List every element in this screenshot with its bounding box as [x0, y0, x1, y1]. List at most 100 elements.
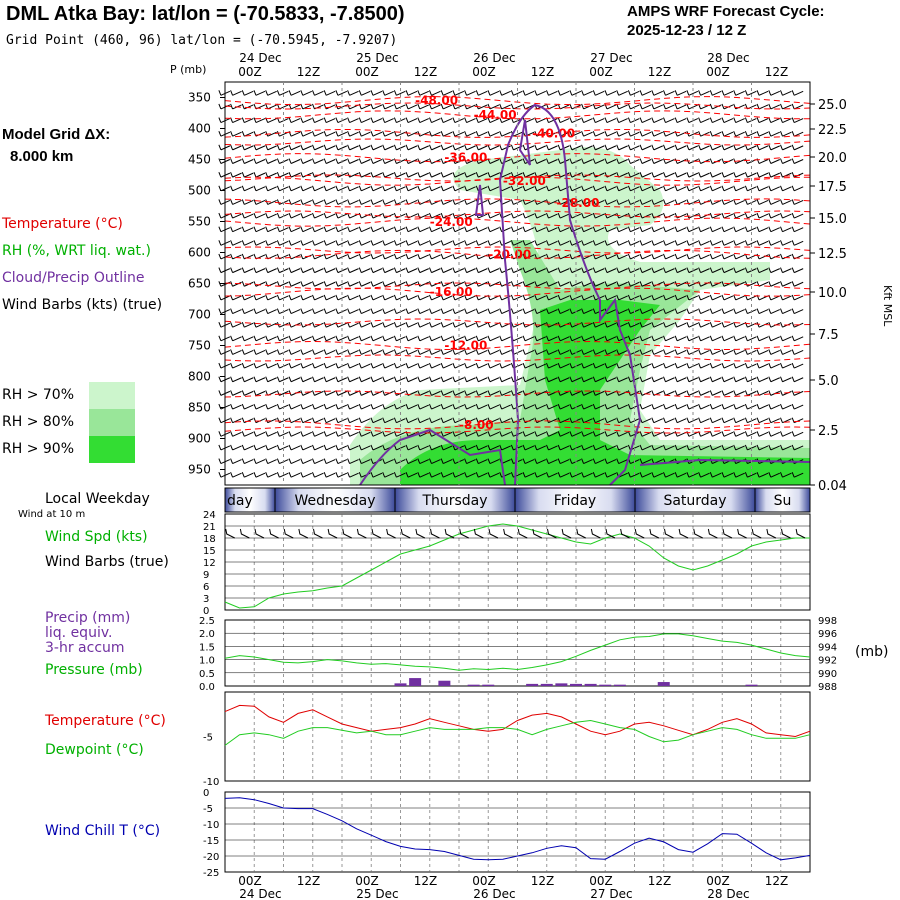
wind-barb [534, 294, 546, 301]
wind-barb [230, 335, 242, 342]
weekday-cell [754, 487, 811, 513]
wind-barb [510, 226, 523, 233]
wind-barb [581, 226, 593, 233]
wind-barb [230, 240, 242, 246]
wind-barb [651, 267, 663, 274]
wind-barb [569, 281, 582, 287]
wind-barb [651, 308, 663, 314]
wind-barb [347, 335, 359, 342]
wind-barb [429, 226, 441, 233]
dewpoint-line [224, 719, 811, 746]
wind-barb [522, 403, 535, 410]
wind-barb [323, 117, 336, 124]
wind-barb [546, 240, 558, 246]
bottom-date-label: 28 Dec [707, 887, 749, 900]
cycle-value: 2025-12-23 / 12 Z [627, 22, 747, 39]
wind-barb [686, 444, 699, 451]
wind-ytick-label: 21 [203, 522, 216, 533]
wind-barb [393, 226, 406, 233]
wind-barb [265, 185, 277, 192]
wind-barb [499, 321, 511, 328]
wind-barb [698, 240, 710, 246]
wind-barb [358, 431, 371, 437]
wind-barb [288, 185, 301, 192]
wind-barb [323, 199, 336, 205]
wind-barb [780, 335, 792, 342]
wind-barb [358, 226, 371, 233]
surface-wind-barb [605, 528, 616, 539]
wind-barb [300, 90, 312, 96]
wind-barb [358, 117, 371, 124]
wind-barb [370, 158, 383, 164]
wind-barb [382, 431, 394, 437]
legend-wind: Wind Barbs (kts) (true) [2, 297, 163, 313]
temperature-contour-label: -20.00 [488, 247, 531, 261]
wind-barb [733, 362, 745, 369]
wind-barb [312, 117, 324, 124]
pressure-tick-label: 550 [188, 215, 211, 229]
wind-barb [417, 349, 429, 355]
wind-barb [756, 376, 769, 383]
wind-barb [546, 294, 558, 301]
wind-barb [522, 458, 535, 465]
wind-barb [534, 281, 546, 287]
wind-barb [546, 444, 558, 451]
wind-barb [733, 335, 745, 342]
top-hour-label: 12Z [765, 65, 789, 79]
wind-barb [347, 199, 359, 205]
wind-barb [487, 308, 500, 314]
wind-barb [709, 362, 722, 369]
wind-barb [393, 171, 406, 178]
wind-barb [464, 90, 476, 96]
wind-barb [499, 131, 511, 137]
precip-ytick-label: 1.5 [199, 642, 215, 653]
temperature-contour-label: -48.00 [415, 94, 458, 108]
wind-barb [546, 376, 558, 383]
wind-barb [744, 171, 757, 178]
wind-barb [464, 240, 476, 246]
wind-barb [698, 472, 710, 478]
grid-point-label: Grid Point (460, 96) lat/lon = (-70.5945… [6, 33, 398, 48]
wind-barb [335, 444, 348, 451]
wind-barb [382, 171, 394, 178]
wind-barb [347, 444, 359, 451]
wind-barb [744, 281, 757, 287]
chill-ytick-label: -5 [203, 804, 213, 815]
pressure-tick-label: 950 [188, 463, 211, 477]
wind-barb [265, 240, 277, 246]
wind-barb [218, 376, 231, 383]
wind-barb [370, 431, 383, 437]
wind-barb [557, 308, 570, 314]
wind-barb [429, 376, 441, 383]
wind-barb [440, 240, 453, 246]
wind-barb [382, 472, 394, 478]
wind-barb [370, 267, 383, 274]
height-tick-label: 7.5 [818, 328, 839, 343]
wind-barb [686, 376, 699, 383]
weekday-cell [514, 487, 636, 513]
wind-barb [241, 117, 254, 124]
wind-barb [604, 362, 617, 369]
wind-barb [464, 308, 476, 314]
wind-barb [557, 472, 570, 478]
temperature-line [224, 704, 811, 738]
wind-barb [627, 117, 640, 124]
wind-barb [698, 171, 710, 178]
wind-barb [627, 226, 640, 233]
wind-barb [721, 472, 734, 478]
wind-barb [405, 321, 418, 328]
wind-barb [546, 458, 558, 465]
wind-barb [300, 403, 312, 410]
wind-barb [300, 431, 312, 437]
wind-barb [791, 403, 804, 410]
wind-barb [569, 376, 582, 383]
wind-barb [276, 349, 289, 355]
wind-barb [780, 444, 792, 451]
wind-barb [335, 431, 348, 437]
wind-barb [557, 458, 570, 465]
top-hour-label: 12Z [648, 65, 672, 79]
wind-barb [230, 131, 242, 137]
wind-barb [288, 253, 301, 260]
wind-barb [756, 103, 769, 110]
wind-barb [534, 90, 546, 96]
